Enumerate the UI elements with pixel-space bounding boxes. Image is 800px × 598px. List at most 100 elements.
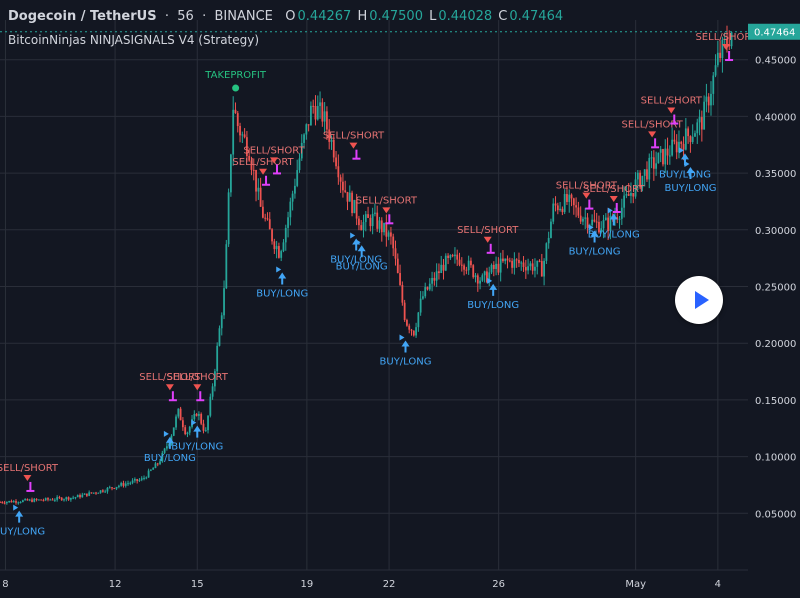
candle-body [492,264,495,269]
price-tick-label: 0.40000 [755,112,796,123]
candle-body [181,420,184,428]
buy-arrow-icon [165,436,174,449]
candle-body [666,148,669,156]
candle-body [648,157,651,180]
candle-body [133,479,136,481]
candle-body [698,117,701,123]
candle-body [328,129,331,142]
candle-body [234,109,237,114]
candle-body [705,96,708,102]
symbol-name[interactable]: Dogecoin / TetherUS [8,9,157,24]
candle-body [326,111,328,130]
price-tick-label: 0.15000 [755,396,796,407]
candle-body [625,194,628,196]
interval-label[interactable]: 56 [177,9,194,24]
candle-body [355,199,358,219]
candle-body [554,203,557,206]
candle-body [684,128,687,150]
candle-body [435,271,438,281]
candle-body [213,371,216,387]
low-value: 0.44028 [438,9,493,24]
candle-body [296,170,299,186]
indicator-legend[interactable]: BitcoinNinjas NINJASIGNALS V4 (Strategy) [8,33,260,47]
candle-body [422,296,424,299]
candle-body [60,497,63,501]
price-tick-label: 0.45000 [755,56,796,67]
candle-body [550,221,552,238]
candle-body [595,221,598,223]
sell-signal-label: SELL/SHORT [139,372,201,383]
candle-body [428,283,431,290]
candle-body [145,477,148,479]
open-key: O [285,9,296,24]
candle-body [593,219,596,222]
candle-body [371,213,374,227]
candle-body [358,218,360,226]
candle-body [289,201,292,218]
buy-arrow-icon [680,153,689,166]
candle-body [21,500,24,503]
last-price-tag [748,23,800,40]
candle-body [545,243,548,261]
candle-body [433,277,436,281]
candle-body [458,259,461,265]
candle-body [406,319,408,326]
buy-signal-label: BUY/LONG [659,169,711,180]
candle-body [156,463,159,465]
candle-body [149,469,152,471]
candle-body [33,498,36,502]
take-profit-label: TAKEPROFIT [204,70,267,81]
candle-body [312,105,315,107]
candle-body [284,227,287,243]
candle-body [623,195,626,208]
candle-body [143,477,145,479]
candle-body [424,287,427,297]
candle-body [316,106,319,120]
entry-marker-icon [399,334,405,341]
candle-body [124,483,127,486]
candle-body [655,163,658,169]
candle-body [604,217,607,221]
candle-body [636,172,639,180]
buy-signal-label: BUY/LONG [588,230,640,241]
candle-body [586,217,589,228]
candle-body [566,194,568,202]
candle-body [53,499,56,501]
play-button[interactable] [675,276,723,324]
candle-body [506,258,509,261]
candle-body [678,141,680,153]
candle-body [682,143,685,150]
candle-body [476,275,479,284]
candle-body [659,149,662,153]
candle-body [591,219,594,226]
take-profit-dot-icon [232,84,240,92]
entry-marker-icon [607,207,613,214]
candle-body [273,241,276,250]
candle-body [710,93,712,106]
candle-body [508,260,511,262]
candle-body [335,157,337,167]
candle-body [687,128,690,137]
candle-body [502,258,504,262]
candle-body [353,199,356,214]
sell-arrow-icon [259,168,268,175]
candle-body [716,52,719,66]
candle-body [294,185,296,194]
sell-signal-label: SELL/SHORT [695,32,757,43]
buy-arrow-icon [15,510,24,523]
candle-body [12,501,15,503]
time-tick-label: 19 [301,579,314,590]
candle-body [154,463,157,469]
candle-body [239,126,241,136]
sell-arrow-icon [165,384,174,391]
candle-body [172,427,175,436]
time-tick-label: 22 [383,579,396,590]
candle-body [5,501,8,504]
sell-arrow-icon [382,207,391,214]
candle-body [632,192,635,197]
candle-body [652,157,655,169]
candle-body [227,192,230,245]
buy-arrow-icon [193,425,202,438]
time-tick-label: 26 [492,579,505,590]
